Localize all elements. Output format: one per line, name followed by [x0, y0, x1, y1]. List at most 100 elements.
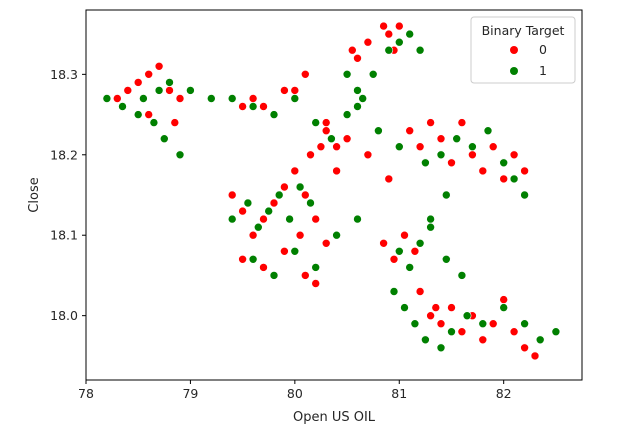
data-point — [436, 319, 446, 329]
data-point — [468, 150, 477, 160]
data-point — [520, 343, 529, 353]
x-tick-label: 78 — [78, 386, 94, 401]
legend-label-1: 1 — [539, 63, 547, 78]
legend-marker-1 — [510, 67, 518, 75]
data-point — [384, 174, 394, 184]
data-point — [227, 214, 237, 224]
data-point — [426, 118, 435, 127]
data-point — [290, 166, 300, 176]
data-point — [405, 29, 415, 39]
data-point — [113, 94, 122, 103]
data-point — [520, 166, 529, 176]
data-point — [321, 126, 331, 135]
axis-ticks: 78 79 80 81 82 18.0 18.1 18.2 18.3 — [50, 67, 511, 401]
data-point — [426, 311, 435, 321]
data-point — [139, 94, 148, 103]
data-point — [269, 198, 279, 208]
y-axis-label: Close — [27, 177, 42, 212]
x-tick-label: 81 — [391, 386, 407, 401]
data-point — [165, 86, 174, 95]
x-tick-label: 80 — [287, 386, 303, 401]
data-point — [499, 174, 509, 184]
y-tick-label: 18.2 — [50, 147, 78, 162]
data-point — [248, 230, 258, 240]
data-point — [389, 254, 399, 264]
data-point — [499, 303, 509, 312]
data-point — [311, 214, 321, 224]
data-point — [248, 94, 258, 103]
y-tick-label: 18.3 — [50, 67, 78, 82]
data-point — [264, 206, 274, 216]
data-point — [295, 182, 305, 192]
data-point — [447, 158, 456, 168]
data-point — [306, 150, 315, 160]
data-point — [405, 126, 415, 135]
data-point — [259, 102, 268, 111]
data-point — [509, 150, 519, 160]
data-point — [300, 70, 310, 79]
x-tick-label: 82 — [496, 386, 512, 401]
data-point — [379, 239, 388, 248]
data-point — [379, 21, 388, 31]
data-point — [321, 118, 331, 127]
data-point — [478, 335, 488, 345]
data-point — [290, 86, 300, 95]
legend-marker-0 — [510, 46, 518, 54]
data-point — [478, 166, 488, 176]
data-point — [332, 230, 341, 240]
data-point — [509, 327, 519, 337]
data-point — [227, 94, 237, 103]
data-point — [426, 214, 435, 224]
data-point — [300, 190, 310, 200]
data-point — [186, 86, 195, 95]
data-point — [238, 206, 247, 216]
data-point — [457, 271, 467, 280]
x-tick-label: 79 — [182, 386, 198, 401]
data-point — [520, 319, 529, 329]
data-point — [280, 247, 289, 256]
data-point — [389, 287, 399, 296]
data-point — [447, 327, 456, 337]
data-point — [295, 230, 305, 240]
data-point — [160, 134, 169, 143]
data-point — [520, 190, 529, 200]
data-point — [290, 94, 300, 103]
data-point — [311, 263, 321, 272]
data-point — [102, 94, 112, 103]
data-point — [269, 271, 279, 280]
data-point — [144, 110, 153, 119]
data-point — [259, 263, 268, 272]
data-point — [436, 150, 446, 160]
data-point — [175, 150, 185, 160]
data-point — [332, 166, 341, 176]
data-point — [431, 303, 441, 312]
data-point — [368, 70, 378, 79]
data-point — [227, 190, 237, 200]
data-point — [248, 254, 258, 264]
data-point — [426, 222, 435, 232]
data-point — [358, 94, 368, 103]
data-point — [300, 271, 310, 280]
data-point — [436, 343, 446, 353]
data-point — [384, 29, 394, 39]
data-point — [421, 335, 430, 345]
data-point — [410, 247, 420, 256]
data-point — [280, 86, 289, 95]
data-point — [535, 335, 545, 345]
data-point — [311, 118, 321, 127]
data-point — [154, 86, 164, 95]
data-point — [551, 327, 561, 337]
data-points — [102, 21, 561, 361]
data-point — [207, 94, 216, 103]
plot-frame — [85, 9, 583, 381]
data-point — [311, 279, 321, 288]
data-point — [243, 198, 253, 208]
data-point — [400, 230, 409, 240]
data-point — [530, 351, 540, 361]
data-point — [405, 263, 415, 272]
data-point — [133, 78, 143, 87]
data-point — [415, 142, 425, 151]
data-point — [400, 303, 409, 312]
data-point — [374, 126, 383, 135]
